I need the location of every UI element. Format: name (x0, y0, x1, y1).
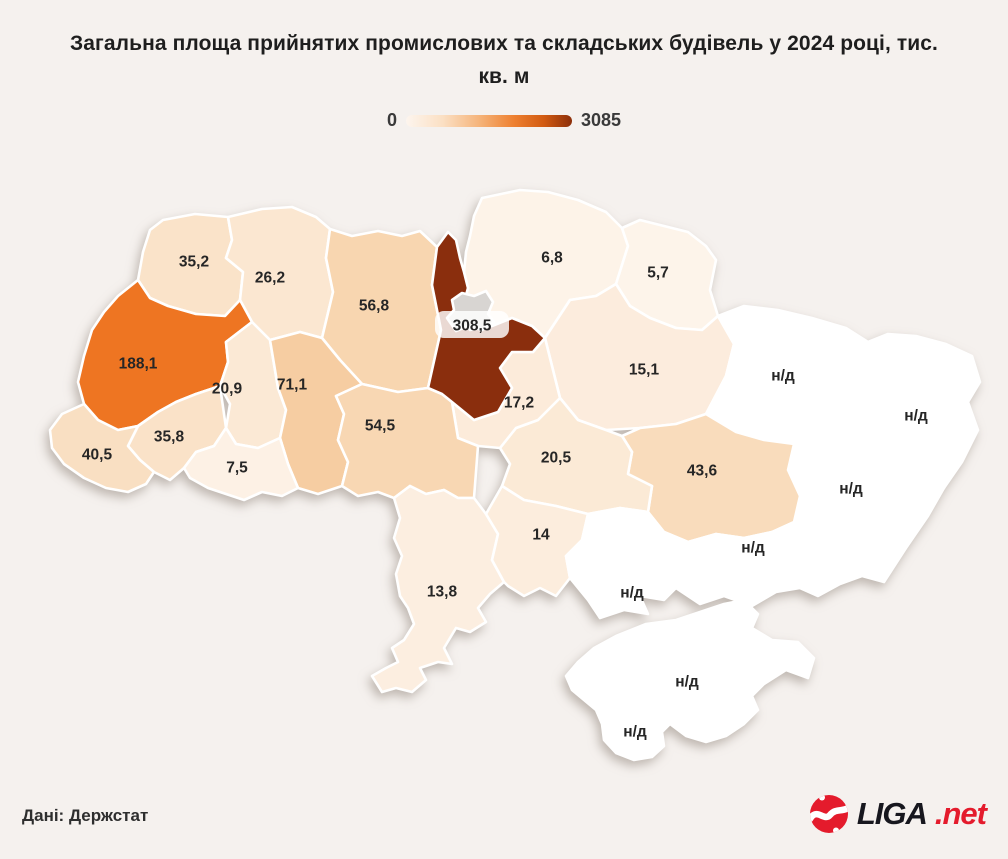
region-label-luhansk: н/д (904, 408, 928, 425)
region-label-pill-kyiv-oblast (435, 311, 509, 338)
source-note: Дані: Держстат (22, 806, 149, 825)
region-label-chernivtsi: 7,5 (226, 460, 248, 477)
region-label-lviv: 188,1 (119, 356, 158, 373)
region-kherson (564, 506, 690, 620)
region-label-zakarpattia: 40,5 (82, 447, 113, 464)
region-label-zhytomyr: 56,8 (359, 298, 390, 315)
region-zakarpattia (48, 402, 156, 494)
liga-logo: LIGA .net (809, 792, 987, 836)
map-labels-layer: 35,2 26,2 56,8 6,8 5,7 15,1 н/д н/д н/д 43,6 н/д 20… (82, 250, 928, 741)
region-label-kyiv-oblast: 308,5 (453, 318, 492, 335)
legend-gradient-bar (405, 114, 572, 127)
region-zaporizhzhia (664, 520, 814, 608)
region-label-zaporizhzhia: н/д (741, 540, 765, 557)
chart-title-line1: Загальна площа прийнятих промислових та … (70, 32, 938, 55)
liga-logo-word: LIGA (856, 796, 928, 831)
region-label-donetsk: н/д (839, 481, 863, 498)
region-label-kirovohrad: 20,5 (541, 450, 572, 467)
region-chernivtsi (182, 426, 300, 502)
region-crimea (564, 598, 816, 762)
region-label-kherson: н/д (620, 585, 644, 602)
region-label-crimea: н/д (675, 674, 699, 691)
region-label-cherkasy: 17,2 (504, 395, 534, 412)
region-label-volyn: 35,2 (179, 254, 209, 271)
region-label-kharkiv: н/д (771, 368, 795, 385)
liga-logo-tld: .net (934, 796, 987, 831)
region-label-rivne: 26,2 (255, 270, 285, 287)
region-label-dnipro: 43,6 (687, 463, 718, 480)
region-kyiv-oblast (426, 230, 547, 422)
region-label-odesa: 13,8 (427, 584, 458, 601)
region-label-mykolaiv: 14 (532, 527, 550, 544)
legend-max-label: 3085 (580, 110, 622, 130)
region-label-poltava: 15,1 (629, 362, 660, 379)
region-label-ivano-frankivsk: 35,8 (154, 429, 185, 446)
region-mykolaiv (484, 484, 590, 598)
liga-logo-icon (809, 795, 848, 833)
legend-min-label: 0 (386, 110, 397, 130)
region-label-ternopil: 20,9 (212, 381, 243, 398)
region-label-chernihiv: 6,8 (541, 250, 563, 267)
region-label-sevastopol: н/д (623, 724, 647, 741)
region-odesa (370, 484, 506, 694)
chart-title: Загальна площа прийнятих промислових та … (0, 27, 1008, 93)
region-label-sumy: 5,7 (647, 265, 669, 282)
map-regions-layer (48, 188, 982, 762)
chart-title-line2: кв. м (478, 65, 530, 88)
region-label-khmelnytskyi: 71,1 (277, 377, 308, 394)
region-label-vinnytsia: 54,5 (365, 418, 396, 435)
color-legend: 0 3085 (0, 110, 1008, 131)
